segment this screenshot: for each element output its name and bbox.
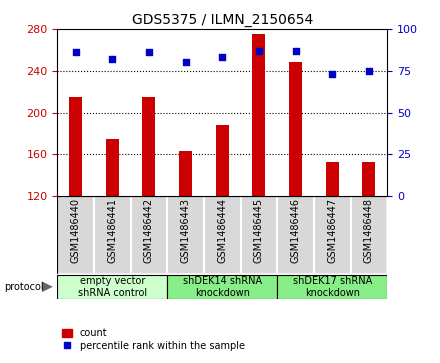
Text: GSM1486448: GSM1486448	[364, 198, 374, 264]
Point	[255, 48, 262, 54]
Bar	[277, 274, 387, 299]
Text: protocol: protocol	[4, 282, 44, 292]
Point	[72, 49, 79, 55]
Bar	[253, 34, 265, 196]
Bar	[204, 196, 241, 274]
Bar	[167, 196, 204, 274]
Text: GSM1486443: GSM1486443	[180, 198, 191, 264]
Bar	[351, 196, 387, 274]
Text: shDEK17 shRNA
knockdown: shDEK17 shRNA knockdown	[293, 276, 372, 298]
Point	[182, 60, 189, 65]
Bar	[326, 162, 339, 196]
Text: GSM1486441: GSM1486441	[107, 198, 117, 264]
Bar	[57, 274, 167, 299]
Bar	[57, 196, 94, 274]
Bar	[106, 139, 119, 196]
Bar	[143, 97, 155, 196]
Bar	[69, 97, 82, 196]
Polygon shape	[42, 281, 53, 292]
Text: empty vector
shRNA control: empty vector shRNA control	[77, 276, 147, 298]
Point	[365, 68, 372, 74]
Bar	[289, 62, 302, 196]
Bar	[216, 125, 229, 196]
Point	[109, 56, 116, 62]
Text: GSM1486444: GSM1486444	[217, 198, 227, 264]
Text: shDEK14 shRNA
knockdown: shDEK14 shRNA knockdown	[183, 276, 262, 298]
Point	[145, 49, 152, 55]
Legend: count, percentile rank within the sample: count, percentile rank within the sample	[62, 328, 245, 351]
Text: GSM1486446: GSM1486446	[290, 198, 301, 264]
Text: GSM1486447: GSM1486447	[327, 198, 337, 264]
Text: GSM1486442: GSM1486442	[144, 198, 154, 264]
Text: GSM1486445: GSM1486445	[254, 198, 264, 264]
Bar	[94, 196, 131, 274]
Point	[292, 48, 299, 54]
Bar	[241, 196, 277, 274]
Text: GSM1486440: GSM1486440	[70, 198, 81, 264]
Bar	[314, 196, 351, 274]
Bar	[363, 162, 375, 196]
Point	[329, 71, 336, 77]
Title: GDS5375 / ILMN_2150654: GDS5375 / ILMN_2150654	[132, 13, 313, 26]
Bar	[277, 196, 314, 274]
Bar	[179, 151, 192, 196]
Bar	[167, 274, 277, 299]
Point	[219, 54, 226, 60]
Bar	[131, 196, 167, 274]
